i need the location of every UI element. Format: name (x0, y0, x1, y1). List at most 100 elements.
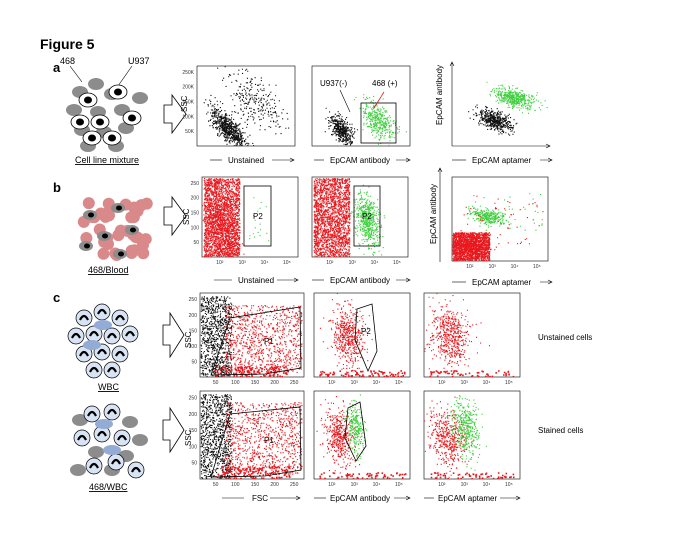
nucleus (84, 96, 92, 104)
tick-label: 10⁴ (261, 260, 269, 266)
tick-label: 250 (189, 396, 198, 402)
plot-c1-gate (210, 306, 302, 376)
plot-a1-xlabel: Unstained (228, 156, 264, 165)
tick-label: 10⁵ (505, 380, 513, 386)
plot-c3-ticks: 10² 10³ 10⁴ 10⁵ (438, 380, 512, 386)
plot-c6-ticks: 10² 10³ 10⁴ 10⁵ (438, 482, 512, 488)
nucleus (114, 88, 122, 96)
tick-label: 10² (328, 482, 336, 488)
blood-cell (82, 197, 95, 210)
nucleus (108, 134, 116, 142)
wbc-nucleus (97, 430, 107, 437)
plot-a3-axes (449, 61, 551, 149)
blue-cell (103, 445, 121, 455)
plot-a1-dots (197, 66, 295, 146)
tick-label: 10² (438, 380, 446, 386)
wbc-nucleus (77, 434, 87, 441)
tick-label: 10³ (461, 482, 469, 488)
blood-cell (114, 224, 127, 237)
row-label-unstained: Unstained cells (538, 333, 592, 342)
blood-cell (101, 209, 114, 222)
nucleus (128, 114, 136, 122)
wbc-cell (103, 327, 121, 345)
tick-label: 250 (290, 380, 299, 386)
plot-a1-ylabel: SSC (180, 95, 189, 112)
plot-c2-gate-label: P2 (361, 327, 371, 336)
plot-c4-dots (200, 394, 303, 479)
cartoon-caption-b: 468/Blood (88, 265, 129, 275)
tick-label: 10⁵ (283, 260, 291, 266)
wbc-nucleus (89, 330, 99, 337)
tick-label: 10⁴ (483, 482, 491, 488)
cartoon-wbc (67, 303, 139, 379)
wbc-nucleus (111, 458, 121, 465)
plot-c3-dots (424, 293, 515, 377)
plot-c1-ylabel: SSC (184, 331, 193, 348)
tick-label: 50 (191, 461, 197, 467)
wbc-nucleus (107, 366, 117, 373)
cartoon-468-wbc (70, 403, 148, 479)
plot-c2-ticks: 10² 10³ 10⁴ 10⁵ (328, 380, 402, 386)
tick-label: 10³ (351, 380, 359, 386)
tick-label: 150K (182, 100, 194, 106)
tick-label: 50K (185, 129, 195, 135)
plot-b1-gate-label: P2 (253, 212, 263, 221)
nucleus (116, 205, 122, 211)
wbc-nucleus (107, 408, 117, 415)
cell-468 (122, 416, 138, 428)
tick-label: 50 (213, 380, 219, 386)
blood-cell (80, 231, 93, 244)
tick-label: 100 (189, 444, 198, 450)
cell-468 (132, 434, 148, 446)
wbc-cell (103, 361, 121, 379)
blood-cell (97, 247, 110, 260)
tick-label: 100 (231, 380, 240, 386)
plot-b1-ticks: 50 100 150 200 250 10² 10³ 10⁴ 10⁵ (191, 181, 291, 266)
wbc-nucleus (79, 350, 89, 357)
row-label-stained: Stained cells (538, 426, 583, 435)
annot-arrow-red (373, 91, 385, 109)
plot-a3-xlabel: EpCAM aptamer (472, 156, 531, 165)
tick-label: 10⁵ (395, 482, 403, 488)
tick-label: 150 (189, 428, 198, 434)
nucleus (102, 233, 108, 239)
tick-label: 200K (182, 85, 194, 91)
cell-468 (88, 78, 104, 90)
panel-b-letter: b (53, 180, 61, 195)
wbc-nucleus (117, 434, 127, 441)
plot-b2-gate (353, 185, 381, 247)
plot-b3-ticks: 10² 10³ 10⁴ 10⁵ (466, 264, 540, 270)
flow-arrow-c-bottom (162, 406, 185, 454)
wbc-cell (113, 429, 131, 447)
wbc-nucleus (125, 330, 135, 337)
figure-title: Figure 5 (40, 36, 95, 52)
plot-c4-gate (210, 406, 302, 478)
wbc-cell (107, 453, 125, 471)
tick-label: 10² (328, 380, 336, 386)
nucleus (76, 118, 84, 126)
label-arrow (69, 65, 83, 83)
axis-arrow (394, 495, 411, 501)
plot-c4-ticks: 50 100 150 200 250 50 100 150 200 250 (189, 396, 299, 488)
plot-c5-gate (344, 401, 367, 462)
plot-c4-frame (199, 390, 305, 480)
wbc-nucleus (131, 466, 141, 473)
blood-cell (101, 238, 114, 251)
axis-arrow (540, 279, 553, 285)
flow-arrow-a (163, 93, 187, 135)
tick-label: 100 (191, 225, 200, 231)
tick-label: 10⁴ (511, 264, 519, 270)
tick-label: 10³ (351, 482, 359, 488)
plot-c1-gate-label: P1 (264, 337, 274, 346)
nucleus (84, 243, 90, 249)
blood-cell (125, 244, 138, 257)
plot-b2-gate-label: P2 (362, 212, 372, 221)
tick-label: 50 (193, 240, 199, 246)
tick-label: 150 (189, 328, 198, 334)
wbc-nucleus (71, 332, 81, 339)
tick-label: 250 (290, 482, 299, 488)
cartoon-cell-line-mixture: 468 U937 (60, 56, 150, 152)
nucleus (130, 227, 136, 233)
cartoon-caption-wbc: WBC (98, 382, 119, 392)
